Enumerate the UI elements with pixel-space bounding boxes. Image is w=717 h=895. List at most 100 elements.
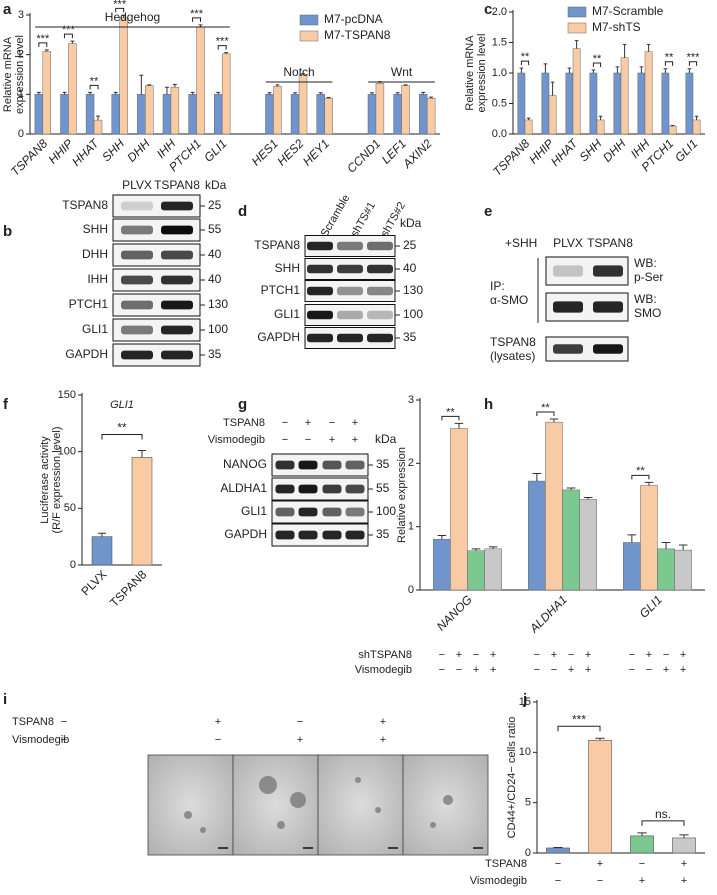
bar	[685, 72, 694, 135]
blot-band	[121, 225, 153, 235]
blot-band	[322, 530, 342, 540]
column-label: Scramble	[319, 193, 353, 239]
condition-label: shTSPAN8	[358, 649, 412, 661]
bar	[613, 72, 622, 135]
bar	[596, 119, 605, 135]
legend-label: M7-Scramble	[592, 4, 664, 18]
error-bar	[550, 81, 555, 96]
error-bar	[224, 52, 229, 54]
row-label: WB:	[634, 256, 657, 270]
legend-swatch	[567, 22, 587, 34]
condition-sign: −	[646, 664, 652, 676]
error-bar	[326, 97, 331, 99]
error-bar	[138, 450, 146, 458]
x-tick-label: NANOG	[434, 592, 475, 633]
error-bar	[70, 40, 75, 44]
y-tick-label: 2	[18, 49, 24, 61]
row-label: SHH	[275, 261, 300, 275]
blot-band	[367, 264, 393, 274]
y-tick-label: 50	[64, 502, 76, 514]
sphere-image	[402, 754, 489, 856]
unit-label: kDa	[205, 178, 227, 192]
condition-sign: +	[215, 716, 221, 728]
row-label: TSPAN8	[62, 198, 108, 212]
condition-sign: +	[380, 716, 386, 728]
sphere	[430, 822, 436, 828]
error-bar	[553, 846, 563, 848]
sphere	[184, 811, 192, 819]
condition-sign: −	[551, 664, 557, 676]
significance-label: **	[521, 51, 530, 63]
blot-band	[161, 250, 193, 260]
bar	[589, 72, 598, 135]
bar	[162, 94, 172, 135]
error-bar	[421, 91, 426, 95]
x-tick-label: HHAT	[69, 135, 103, 169]
panel-label: f	[3, 396, 9, 413]
kda-label: 55	[208, 222, 222, 236]
bar	[367, 94, 377, 135]
error-bar	[488, 546, 498, 549]
condition-sign: +	[639, 875, 645, 887]
significance-bracket	[101, 434, 143, 440]
blot-band	[337, 241, 363, 251]
error-bar	[583, 497, 593, 500]
row-label: SMO	[634, 306, 661, 320]
error-bar	[519, 67, 524, 73]
sphere	[443, 795, 453, 805]
bar	[188, 94, 197, 135]
condition-sign: −	[568, 649, 574, 661]
x-tick-label: DHH	[124, 136, 153, 165]
bar	[119, 17, 128, 135]
condition-sign: −	[629, 649, 635, 661]
condition-sign: −	[297, 716, 303, 728]
x-tick-label: GLI1	[637, 592, 665, 620]
error-bar	[429, 96, 434, 99]
y-tick-label: 100	[58, 446, 76, 458]
y-axis-label: expression level	[476, 34, 488, 113]
error-bar	[532, 472, 542, 482]
y-tick-label: 1.5	[492, 36, 507, 48]
error-bar	[36, 91, 41, 95]
panel-label: c	[484, 1, 492, 18]
x-tick-label: CCND1	[344, 136, 383, 175]
condition-sign: +	[585, 649, 591, 661]
legend-label: M7-pcDNA	[324, 12, 383, 26]
condition-sign: +	[490, 649, 496, 661]
kda-label: 130	[403, 283, 423, 297]
y-tick-label: 150	[58, 389, 76, 401]
sphere	[277, 821, 285, 829]
blot-band	[367, 241, 393, 251]
error-bar	[437, 535, 447, 540]
blot-band	[553, 301, 583, 313]
blot-band	[298, 460, 318, 470]
condition-label: Vismodegib	[470, 875, 527, 887]
error-bar	[147, 84, 152, 86]
column-label: PLVX	[122, 178, 152, 192]
legend-swatch	[299, 30, 319, 42]
condition-sign: −	[282, 417, 288, 429]
row-label: ALDHA1	[220, 481, 267, 495]
bar	[316, 94, 325, 135]
bar	[484, 548, 502, 591]
condition-sign: +	[297, 734, 303, 746]
error-bar	[566, 487, 576, 490]
significance-bracket	[115, 7, 125, 13]
error-bar	[190, 91, 195, 95]
condition-sign: −	[329, 417, 335, 429]
bar	[692, 119, 701, 135]
kda-label: 100	[376, 504, 396, 518]
x-tick-label: TSPAN8	[8, 136, 51, 179]
error-bar	[121, 14, 126, 18]
blot-band	[337, 286, 363, 296]
y-tick-label: 0.5	[492, 97, 507, 109]
x-tick-label: HES1	[249, 136, 281, 168]
condition-label: TSPAN8	[223, 417, 265, 429]
significance-label: **	[665, 52, 674, 64]
condition-sign: −	[639, 858, 645, 870]
y-tick-label: 1	[18, 88, 24, 100]
group-label: Notch	[283, 65, 314, 79]
kda-label: 40	[208, 247, 222, 261]
significance-label: **	[541, 402, 550, 414]
chart-title: GLI1	[110, 399, 134, 411]
